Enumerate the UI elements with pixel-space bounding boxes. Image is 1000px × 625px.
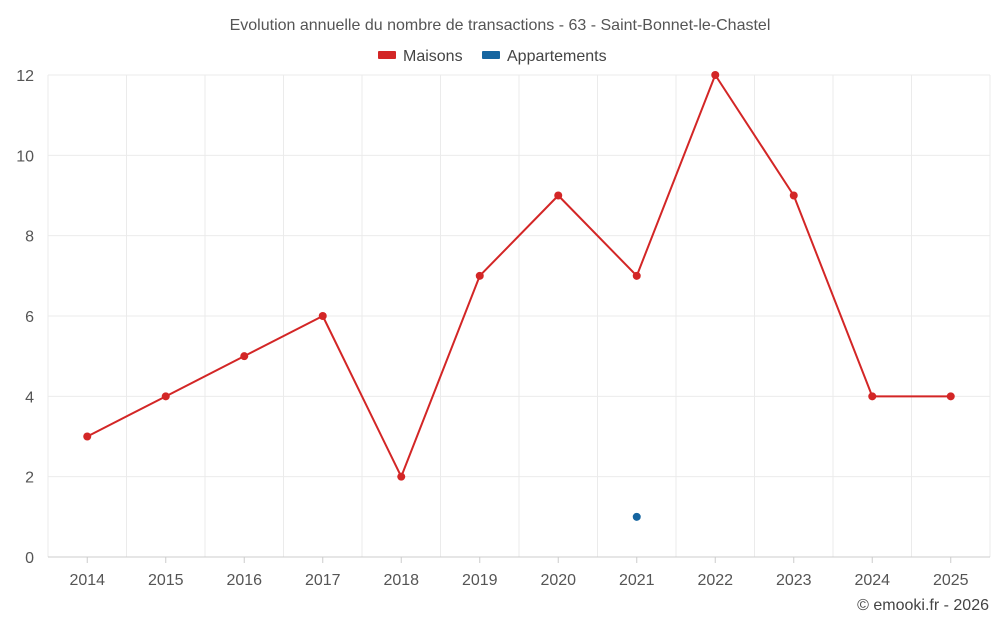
y-tick-label: 4	[25, 389, 34, 406]
x-tick-label: 2022	[697, 572, 733, 589]
x-tick-label: 2015	[148, 572, 184, 589]
data-point-maisons[interactable]	[946, 392, 955, 401]
x-tick-label: 2017	[305, 572, 341, 589]
series-line-maisons	[86, 74, 951, 478]
x-tick-label: 2016	[226, 572, 262, 589]
x-tick-label: 2023	[776, 572, 812, 589]
y-tick-label: 6	[25, 309, 34, 326]
y-tick-label: 12	[16, 68, 34, 85]
data-points	[83, 71, 955, 521]
x-tick-label: 2014	[69, 572, 105, 589]
x-tick-label: 2021	[619, 572, 655, 589]
legend-item-maisons[interactable]: Maisons	[378, 48, 463, 65]
legend-swatch-appartements	[482, 51, 500, 59]
data-point-maisons[interactable]	[475, 271, 484, 280]
legend-label-maisons: Maisons	[403, 48, 463, 65]
legend-item-appartements[interactable]: Appartements	[482, 48, 607, 65]
data-point-maisons[interactable]	[318, 312, 327, 320]
x-tick-label: 2019	[462, 572, 498, 589]
series	[86, 74, 951, 478]
data-point-appartements[interactable]	[632, 512, 641, 521]
y-tick-label: 0	[25, 550, 34, 567]
data-point-maisons[interactable]	[554, 191, 563, 200]
x-tick-label: 2024	[854, 572, 890, 589]
y-tick-label: 2	[25, 470, 34, 487]
x-tick-label: 2020	[540, 572, 576, 589]
data-point-maisons[interactable]	[83, 432, 92, 441]
chart-title: Evolution annuelle du nombre de transact…	[230, 17, 771, 34]
data-point-maisons[interactable]	[240, 352, 249, 361]
data-point-maisons[interactable]	[711, 71, 720, 79]
x-tick-label: 2018	[383, 572, 419, 589]
data-point-maisons[interactable]	[397, 472, 406, 481]
y-tick-label: 10	[16, 148, 34, 165]
credit-text: © emooki.fr - 2026	[857, 597, 989, 614]
data-point-maisons[interactable]	[632, 271, 641, 280]
legend-swatch-maisons	[378, 51, 396, 59]
data-point-maisons[interactable]	[868, 392, 877, 401]
legend: Maisons Appartements	[378, 48, 607, 65]
data-point-maisons[interactable]	[789, 191, 798, 200]
x-tick-label: 2025	[933, 572, 969, 589]
axes: 0 2 4 6 8 10 12 2014 2015 2016 2017 2018 2019 2020 202…	[16, 68, 990, 589]
data-point-maisons[interactable]	[161, 392, 170, 401]
legend-label-appartements: Appartements	[507, 48, 607, 65]
grid	[47, 74, 991, 558]
y-tick-label: 8	[25, 229, 34, 246]
